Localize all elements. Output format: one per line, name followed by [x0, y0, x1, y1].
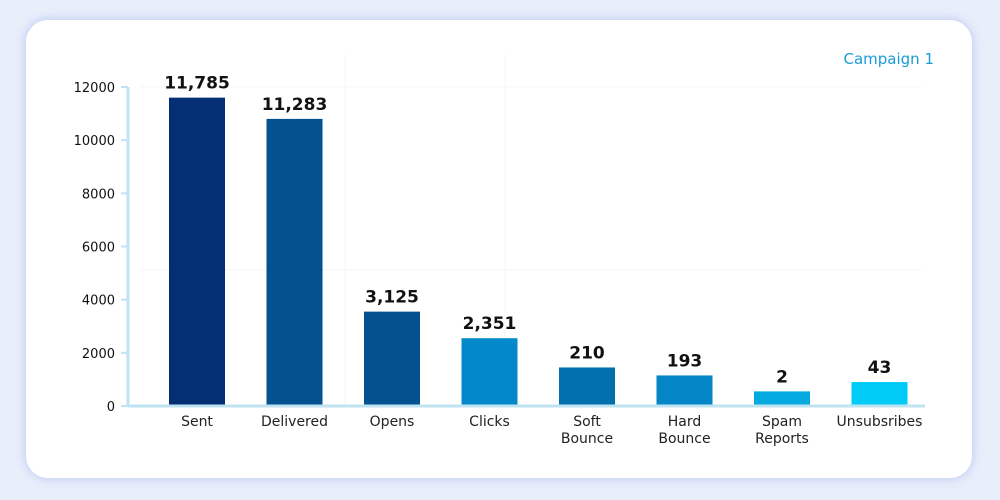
category-labels: Sent Delivered Opens Clicks Soft Bounce Hard Bo…: [181, 414, 922, 447]
category-label-7: Unsubsribes: [837, 414, 923, 430]
bar-opens: [364, 311, 420, 405]
bar-sent: [169, 97, 225, 405]
y-axis-ticks: 0 2000 4000 6000 8000 10000 12000: [74, 81, 128, 415]
bars: [169, 97, 908, 405]
y-tick-label-3: 6000: [82, 241, 115, 256]
legend-label: Campaign 1: [844, 50, 935, 68]
category-label-2: Opens: [370, 414, 415, 430]
data-label-5: 193: [667, 351, 703, 371]
bar-delivered: [266, 118, 323, 405]
bar-clicks: [461, 338, 518, 405]
category-label-5: Hard Bounce: [658, 414, 710, 447]
data-label-0: 11,785: [164, 74, 230, 94]
category-label-1: Delivered: [261, 414, 328, 430]
data-labels: 11,785 11,283 3,125 2,351 210 193 2 43: [164, 74, 891, 388]
data-label-7: 43: [868, 358, 892, 378]
bar-spam-reports: [754, 391, 810, 405]
data-label-3: 2,351: [463, 314, 517, 334]
y-tick-label-6: 12000: [74, 81, 115, 96]
bar-soft-bounce: [559, 367, 615, 405]
category-label-6: Spam Reports: [755, 414, 809, 447]
grid-lines: [140, 55, 922, 404]
data-label-2: 3,125: [365, 288, 419, 308]
y-tick-label-2: 4000: [82, 294, 115, 309]
category-label-0: Sent: [181, 414, 213, 430]
y-tick-label-0: 0: [107, 400, 115, 415]
category-label-4: Soft Bounce: [561, 414, 613, 447]
y-tick-label-4: 8000: [82, 187, 115, 202]
y-tick-label-5: 10000: [74, 134, 115, 149]
category-label-3: Clicks: [469, 414, 510, 430]
y-tick-label-1: 2000: [82, 347, 115, 362]
data-label-1: 11,283: [262, 95, 328, 115]
bar-unsubsribes: [851, 382, 908, 405]
data-label-4: 210: [569, 343, 605, 363]
data-label-6: 2: [776, 367, 788, 387]
bar-hard-bounce: [656, 375, 713, 405]
